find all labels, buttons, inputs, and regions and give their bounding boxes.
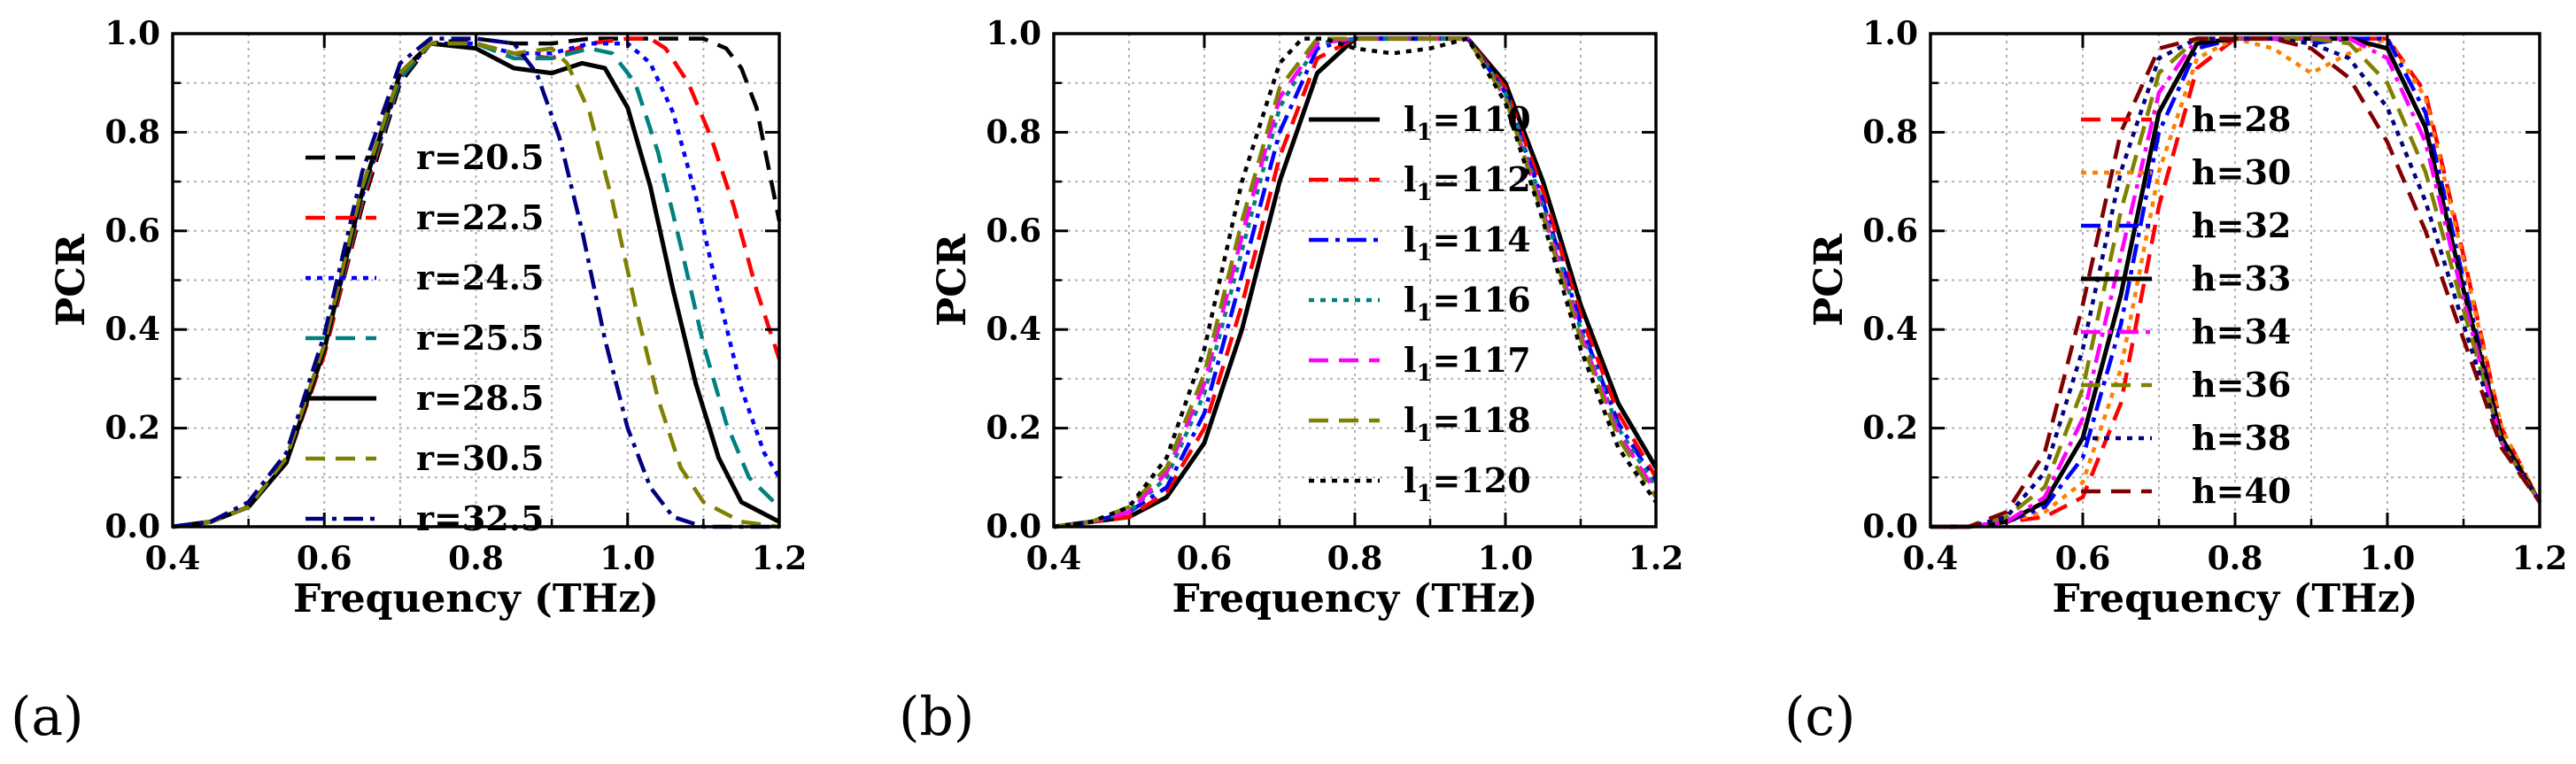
x-tick-label: 1.0	[1478, 540, 1534, 577]
legend-label-4: r=25.5	[416, 318, 544, 358]
series-line-7	[1053, 36, 1658, 529]
y-tick-label: 0.4	[1862, 311, 1918, 348]
y-tick-label: 0.6	[1862, 212, 1918, 250]
y-tick-label: 0.8	[1862, 113, 1918, 150]
y-tick-label: 0.2	[104, 410, 160, 447]
legend-label-3: l1=114	[1404, 220, 1531, 266]
x-tick-label: 0.8	[448, 540, 504, 577]
y-tick-label: 0.6	[104, 212, 160, 250]
x-tick-label: 0.8	[1327, 540, 1383, 577]
legend-label-5: r=28.5	[416, 378, 544, 418]
y-tick-label: 1.0	[986, 15, 1041, 52]
x-tick-label: 0.4	[1026, 540, 1082, 577]
y-tick-label: 0.6	[986, 212, 1041, 250]
panel-caption-1: (a)	[11, 686, 84, 748]
x-tick-label: 1.2	[1628, 540, 1684, 577]
legend-label-1: r=20.5	[416, 137, 544, 177]
x-tick-label: 0.4	[145, 540, 201, 577]
y-tick-label: 0.0	[986, 508, 1041, 545]
legend-label-5: l1=117	[1404, 340, 1531, 387]
x-tick-label: 0.6	[2055, 540, 2111, 577]
legend-label-4: l1=116	[1404, 280, 1531, 327]
legend-label-3: h=32	[2192, 205, 2291, 245]
y-tick-label: 1.0	[1862, 15, 1918, 52]
legend-label-1: l1=110	[1404, 99, 1531, 146]
chart-panel-2: 0.4 0.6 0.8 1.0 1.20.00.20.40.60.81.0Frequen…	[930, 15, 1683, 621]
series-line-3	[1930, 36, 2541, 529]
series-line-3	[172, 41, 781, 529]
legend-label-7: l1=120	[1404, 460, 1531, 507]
legend-label-6: h=36	[2192, 365, 2291, 405]
legend-label-6: l1=118	[1404, 400, 1531, 447]
legend-label-7: h=38	[2192, 418, 2291, 458]
series-line-7	[172, 36, 779, 529]
legend-label-1: h=28	[2192, 99, 2291, 139]
x-tick-label: 0.6	[297, 540, 352, 577]
x-axis-label: Frequency (THz)	[293, 576, 659, 621]
x-tick-label: 1.2	[2512, 540, 2568, 577]
x-tick-label: 0.6	[1177, 540, 1233, 577]
x-axis-label: Frequency (THz)	[2053, 576, 2418, 621]
legend-label-5: h=34	[2192, 312, 2291, 351]
y-tick-label: 0.8	[986, 113, 1041, 150]
y-tick-label: 0.0	[1862, 508, 1918, 545]
legend-label-2: l1=112	[1404, 159, 1531, 206]
y-tick-label: 0.0	[104, 508, 160, 545]
chart-panel-3: 0.4 0.6 0.8 1.0 1.20.00.20.40.60.81.0Frequen…	[1806, 15, 2567, 621]
x-tick-label: 0.8	[2208, 540, 2263, 577]
y-tick-label: 0.8	[104, 113, 160, 150]
x-tick-label: 1.0	[600, 540, 655, 577]
panel-caption-2: (b)	[899, 686, 974, 748]
y-axis-label: PCR	[930, 234, 975, 327]
y-axis-label: PCR	[1806, 234, 1852, 327]
y-tick-label: 0.2	[986, 410, 1041, 447]
legend-label-6: r=30.5	[416, 438, 544, 478]
x-axis-label: Frequency (THz)	[1172, 576, 1538, 621]
legend-label-7: r=32.5	[416, 498, 544, 538]
legend-label-3: r=24.5	[416, 258, 544, 297]
panel-caption-3: (c)	[1784, 686, 1855, 748]
chart-panel-1: 0.4 0.6 0.8 1.0 1.20.00.20.40.60.81.0Frequen…	[49, 15, 807, 621]
x-tick-label: 1.2	[752, 540, 808, 577]
y-tick-label: 0.4	[986, 311, 1041, 348]
legend-label-2: r=22.5	[416, 197, 544, 237]
x-tick-label: 0.4	[1903, 540, 1959, 577]
x-tick-label: 1.0	[2360, 540, 2416, 577]
legend-label-8: h=40	[2192, 471, 2291, 511]
y-axis-label: PCR	[49, 234, 94, 327]
y-tick-label: 1.0	[104, 15, 160, 52]
y-tick-label: 0.4	[104, 311, 160, 348]
legend-label-2: h=30	[2192, 152, 2291, 192]
y-tick-label: 0.2	[1862, 410, 1918, 447]
legend-label-4: h=33	[2192, 259, 2291, 298]
series-line-2	[1053, 36, 1658, 529]
